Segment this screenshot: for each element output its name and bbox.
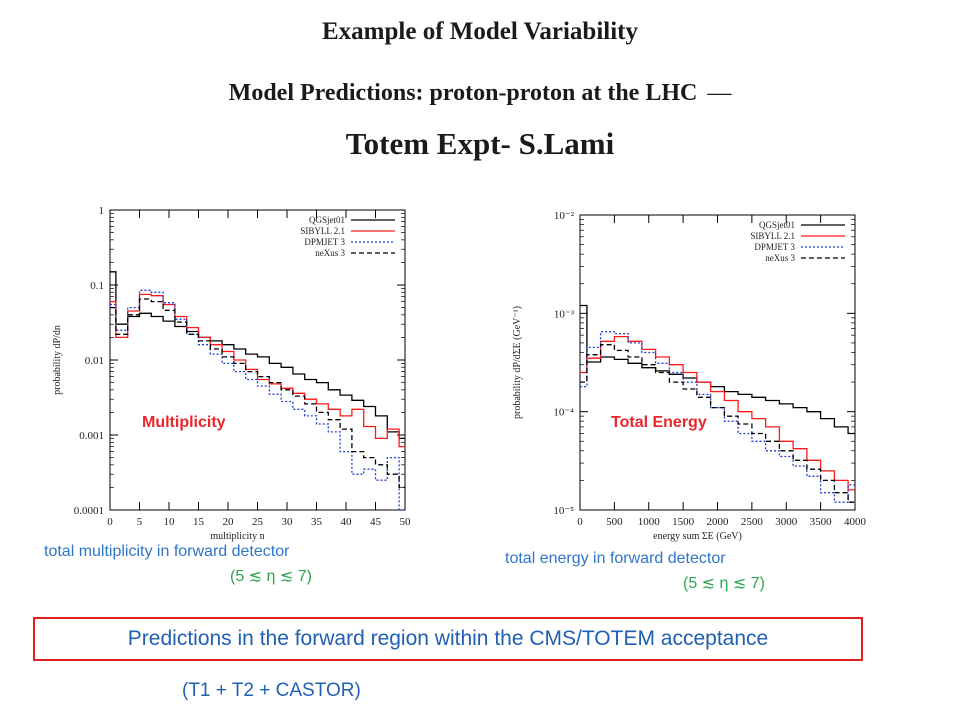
- predictions-text: Predictions in the forward region within…: [127, 627, 769, 650]
- mult-x-tick-label: 35: [311, 516, 323, 528]
- energy-y-tick-label: 10⁻⁴: [553, 407, 574, 419]
- mult-plot-frame: [109, 209, 406, 511]
- energy-series-2-line: [580, 335, 855, 491]
- mult-x-tick-label: 50: [400, 516, 412, 528]
- mult-series-3-line: [110, 289, 405, 511]
- mult-x-tick-label: 25: [252, 516, 264, 528]
- energy-y-axis-label: probability dP/dΣE (GeV⁻¹): [512, 306, 523, 419]
- right-caption: total energy in forward detector: [505, 550, 726, 567]
- energy-y-tick-label: 10⁻²: [554, 210, 575, 222]
- energy-x-tick-label: 500: [606, 516, 623, 528]
- mult-series-4-line: [110, 298, 405, 489]
- energy-legend-label: DPMJET 3: [754, 242, 795, 252]
- mult-x-tick-label: 15: [193, 516, 205, 528]
- energy-series-1-line: [580, 304, 855, 435]
- energy-x-tick-label: 1000: [638, 516, 661, 528]
- energy-y-tick-label: 10⁻³: [554, 308, 575, 320]
- energy-chart: 10⁻² 10⁻³ 10⁻⁴ 10⁻⁵0 500 1000 1500 2000 2500 3000…: [512, 210, 867, 542]
- energy-x-tick-label: 3500: [810, 516, 833, 528]
- mult-legend-label: DPMJET 3: [304, 237, 345, 247]
- energy-x-axis-label: energy sum ΣE (GeV): [653, 531, 742, 542]
- energy-x-tick-label: 2500: [741, 516, 764, 528]
- mult-legend-label: SIBYLL 2.1: [300, 226, 345, 236]
- mult-x-axis-label: multiplicity n: [210, 531, 264, 542]
- mult-y-tick-label: 0.1: [90, 280, 104, 292]
- mult-legend-label: neXus 3: [315, 248, 345, 258]
- energy-x-tick-label: 3000: [775, 516, 798, 528]
- energy-x-tick-label: 2000: [707, 516, 730, 528]
- mult-y-tick-label: 0.001: [79, 430, 104, 442]
- mult-x-tick-label: 45: [370, 516, 382, 528]
- slide-subtitle: Model Predictions: proton-proton at the …: [0, 80, 960, 107]
- left-caption: total multiplicity in forward detector: [44, 543, 290, 560]
- energy-x-tick-label: 4000: [844, 516, 867, 528]
- right-eta-range: (5 ≲ η ≲ 7): [683, 575, 765, 592]
- mult-y-tick-label: 0.0001: [74, 505, 104, 517]
- subtitle-text: Model Predictions: proton-proton at the …: [228, 80, 698, 106]
- energy-legend-label: QGSjet01: [759, 220, 795, 230]
- mult-x-tick-label: 40: [341, 516, 353, 528]
- author-line: Totem Expt- S.Lami: [345, 126, 615, 161]
- energy-series-3-line: [580, 331, 855, 503]
- energy-series-4-line: [580, 344, 855, 503]
- acceptance-footer: (T1 + T2 + CASTOR): [182, 680, 361, 701]
- mult-x-tick-label: 10: [164, 516, 176, 528]
- mult-y-tick-label: 1: [99, 205, 105, 217]
- energy-x-tick-label: 1500: [672, 516, 695, 528]
- mult-legend-label: QGSjet01: [309, 215, 345, 225]
- multiplicity-label: Multiplicity: [142, 414, 226, 431]
- mult-x-tick-label: 20: [223, 516, 235, 528]
- mult-x-tick-label: 30: [282, 516, 294, 528]
- mult-y-axis-label: probability dP/dn: [52, 325, 63, 395]
- slide-title: Example of Model Variability: [322, 18, 638, 45]
- energy-legend-label: SIBYLL 2.1: [750, 231, 795, 241]
- energy-legend-label: neXus 3: [765, 253, 795, 263]
- mult-y-tick-label: 0.01: [85, 355, 104, 367]
- energy-x-tick-label: 0: [577, 516, 583, 528]
- energy-label: Total Energy: [611, 414, 707, 431]
- mult-series-1-line: [110, 271, 405, 440]
- mult-x-tick-label: 0: [107, 516, 113, 528]
- left-eta-range: (5 ≲ η ≲ 7): [230, 568, 312, 585]
- energy-plot-frame: [579, 214, 856, 511]
- subtitle-dash: —: [707, 80, 732, 106]
- predictions-box: Predictions in the forward region within…: [33, 617, 863, 661]
- mult-x-tick-label: 5: [137, 516, 143, 528]
- energy-y-tick-label: 10⁻⁵: [553, 505, 574, 517]
